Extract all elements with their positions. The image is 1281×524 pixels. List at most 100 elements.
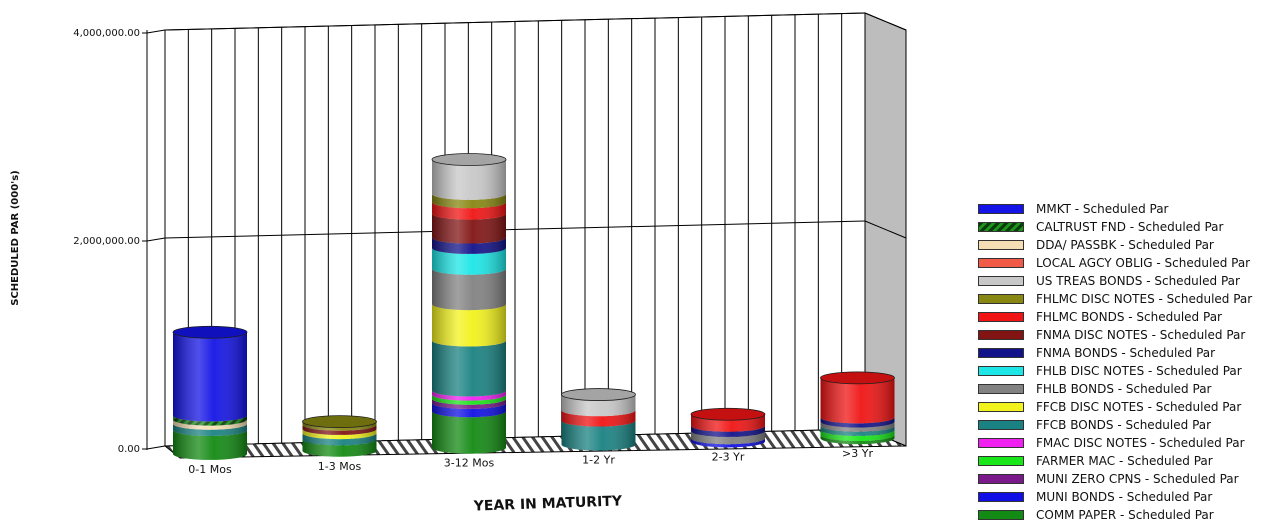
legend-swatch: [978, 312, 1024, 322]
gridline-connector: [146, 237, 166, 242]
bar-segment-shading: [820, 425, 895, 436]
side-gridline: [864, 220, 907, 239]
bar-segment-shading: [432, 247, 506, 275]
bar-segment-shading: [432, 268, 506, 311]
x-tick-label: 2-3 Yr: [712, 450, 745, 463]
bar-segment-shading: [691, 438, 765, 448]
bar-segment-shading: [302, 424, 377, 435]
bar-segment-shading: [432, 304, 506, 347]
bar-segment-shading: [173, 429, 247, 460]
bar-stack: [820, 371, 895, 445]
bar-segment-shading: [432, 411, 506, 454]
bar-top-cap-shade: [820, 371, 895, 384]
legend-label: FHLMC BONDS - Scheduled Par: [1036, 310, 1222, 324]
bar-segment-shading: [432, 340, 506, 397]
legend-item: FFCB DISC NOTES - Scheduled Par: [978, 398, 1278, 416]
legend-label: FMAC DISC NOTES - Scheduled Par: [1036, 436, 1245, 450]
legend-item: COMM PAPER - Scheduled Par: [978, 506, 1278, 524]
bar-top-cap-shade: [302, 415, 377, 428]
legend-swatch: [978, 438, 1024, 448]
legend-swatch: [978, 402, 1024, 412]
bar-segment-shading: [432, 213, 506, 244]
bar-top-cap: [561, 388, 636, 401]
bar-segment-shading: [173, 419, 247, 430]
legend-swatch: [978, 240, 1024, 250]
bar-segment-shading: [820, 377, 895, 424]
bar-segment-shading: [820, 435, 895, 445]
bar-top-cap: [690, 407, 766, 421]
x-axis-ticks: 0-1 Mos 1-3 Mos 3-12 Mos 1-2 Yr 2-3 Yr >3 Yr: [188, 447, 873, 476]
bar-stack: [172, 325, 248, 460]
y-tick-label: 2,000,000.00: [73, 236, 140, 247]
bar-segment-shading: [432, 402, 506, 418]
legend-swatch: [978, 222, 1024, 232]
legend-swatch: [978, 330, 1024, 340]
x-axis-label: YEAR IN MATURITY: [472, 493, 623, 514]
legend-swatch: [978, 420, 1024, 430]
x-tick-label: >3 Yr: [842, 447, 873, 460]
bar-segment-shading: [820, 421, 895, 432]
y-axis-label: SCHEDULED PAR (000's): [10, 170, 21, 306]
legend-label: MUNI BONDS - Scheduled Par: [1036, 490, 1213, 504]
bar-segment-shading: [432, 237, 506, 254]
bar-top-cap-shade: [691, 408, 765, 421]
bar-segment-shading: [432, 202, 506, 220]
legend-item: FFCB BONDS - Scheduled Par: [978, 416, 1278, 434]
legend-swatch: [978, 348, 1024, 358]
bar-segment-shading: [691, 425, 765, 437]
legend-label: CALTRUST FND - Scheduled Par: [1036, 220, 1224, 234]
bar-top-cap-shade: [173, 326, 247, 339]
legend-label: MUNI ZERO CPNS - Scheduled Par: [1036, 472, 1239, 486]
y-tick-label: 4,000,000.00: [73, 28, 140, 39]
x-tick-label: 1-3 Mos: [318, 460, 362, 473]
legend-swatch: [978, 204, 1024, 214]
legend-swatch: [978, 294, 1024, 304]
bar-segment-shading: [432, 394, 506, 405]
legend-item: LOCAL AGCY OBLIG - Scheduled Par: [978, 254, 1278, 272]
bar-top-cap: [431, 153, 507, 166]
bar-top-cap-shade: [432, 153, 506, 166]
legend-item: FNMA DISC NOTES - Scheduled Par: [978, 326, 1278, 344]
legend-item: MUNI ZERO CPNS - Scheduled Par: [978, 470, 1278, 488]
legend-label: FHLMC DISC NOTES - Scheduled Par: [1036, 292, 1253, 306]
bar-stack: [690, 407, 766, 448]
bar-segment-shading: [173, 332, 247, 422]
legend-label: FHLB DISC NOTES - Scheduled Par: [1036, 364, 1242, 378]
legend-swatch: [978, 456, 1024, 466]
bar-segment-shading: [691, 414, 765, 432]
legend-item: MMKT - Scheduled Par: [978, 200, 1278, 218]
legend-label: US TREAS BONDS - Scheduled Par: [1036, 274, 1240, 288]
bar-segment-shading: [691, 430, 765, 445]
legend-item: DDA/ PASSBK - Scheduled Par: [978, 236, 1278, 254]
legend-label: FARMER MAC - Scheduled Par: [1036, 454, 1213, 468]
x-tick-label: 1-2 Yr: [582, 453, 615, 466]
bar-top-cap-shade: [561, 388, 636, 401]
legend-swatch: [978, 384, 1024, 394]
side-gridline: [864, 12, 907, 31]
legend-label: FFCB DISC NOTES - Scheduled Par: [1036, 400, 1242, 414]
legend-item: FNMA BONDS - Scheduled Par: [978, 344, 1278, 362]
legend-item: CALTRUST FND - Scheduled Par: [978, 218, 1278, 236]
x-tick-label: 0-1 Mos: [188, 463, 232, 476]
bar-segment-shading: [302, 421, 377, 431]
bar-segment-shading: [561, 410, 636, 427]
bar-segment-shading: [432, 193, 506, 209]
y-tick-label: 0.00: [118, 444, 140, 455]
bar-segment-shading: [820, 429, 895, 442]
bar-segment-shading: [302, 433, 377, 446]
x-tick-label: 3-12 Mos: [444, 457, 495, 470]
y-axis-ticks: 0.00 2,000,000.00 4,000,000.00: [73, 28, 147, 455]
legend-swatch: [978, 366, 1024, 376]
legend-swatch: [978, 492, 1024, 502]
legend-item: FHLB DISC NOTES - Scheduled Par: [978, 362, 1278, 380]
legend-item: FHLB BONDS - Scheduled Par: [978, 380, 1278, 398]
legend-item: FMAC DISC NOTES - Scheduled Par: [978, 434, 1278, 452]
legend-item: FHLMC DISC NOTES - Scheduled Par: [978, 290, 1278, 308]
legend-label: DDA/ PASSBK - Scheduled Par: [1036, 238, 1214, 252]
bar-segment-shading: [302, 428, 377, 440]
bar-top-cap: [172, 325, 248, 339]
legend-label: FHLB BONDS - Scheduled Par: [1036, 382, 1212, 396]
legend-label: FFCB BONDS - Scheduled Par: [1036, 418, 1212, 432]
legend-label: FNMA BONDS - Scheduled Par: [1036, 346, 1216, 360]
